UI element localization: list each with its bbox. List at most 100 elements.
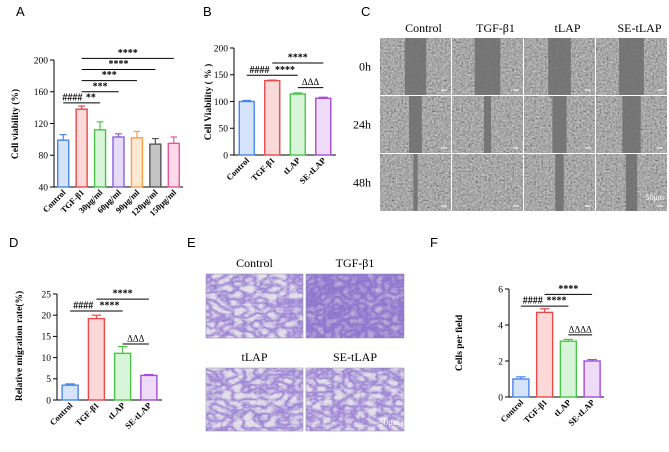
category-label: TGF-β1 [521, 397, 549, 425]
wound-gap [622, 96, 641, 153]
row-label: 0h [359, 60, 371, 74]
bar [87, 317, 106, 401]
category-label: tLAP [552, 397, 573, 418]
bar [75, 108, 88, 188]
panel-label-b: B [203, 4, 212, 19]
wound-gap [483, 96, 492, 153]
transwell-cells [306, 274, 404, 338]
panel-label-e: E [187, 235, 196, 250]
significance-label: **** [113, 289, 133, 300]
significance-label: **** [275, 65, 295, 76]
significance-label: **** [558, 284, 578, 295]
wound-gap [548, 38, 571, 95]
bar [289, 93, 306, 156]
bar [140, 374, 158, 401]
bar [167, 142, 180, 188]
micrograph-texture [452, 154, 523, 211]
image-border [205, 367, 304, 432]
image-border [205, 273, 304, 339]
significance-label: #### [250, 65, 270, 76]
category-label: Control [224, 155, 251, 182]
significance-label: #### [62, 92, 82, 103]
significance-label: **** [288, 52, 308, 63]
wound-gap [555, 154, 564, 211]
image-border [305, 273, 405, 339]
bar [130, 137, 144, 188]
y-tick-label: 0 [498, 393, 503, 403]
significance-label: **** [118, 48, 138, 59]
row-label: 48h [353, 176, 371, 190]
category-label: tLAP [281, 155, 302, 176]
wound-gap [413, 154, 418, 211]
transwell-panel: Control TGF-β1 tLAP SE-tLAP 50μm [205, 256, 405, 432]
category-label: tLAP [106, 400, 127, 421]
category-label: SE-tLAP [566, 397, 596, 427]
panel-label-c: C [361, 4, 370, 19]
bar [61, 384, 79, 401]
significance-label: **** [109, 59, 129, 70]
significance-label: #### [523, 296, 543, 307]
significance-label: *** [93, 81, 108, 92]
column-header: SE-tLAP [617, 21, 661, 35]
y-tick-label: 25 [42, 290, 52, 300]
transwell-cells [206, 368, 303, 431]
y-tick-label: 15 [42, 333, 52, 343]
y-axis-label: Cell viability (%) [10, 89, 21, 159]
bar [559, 340, 578, 398]
column-header: Control [405, 21, 442, 35]
wound-gap [404, 38, 427, 95]
category-label: SE-tLAP [297, 155, 327, 185]
column-header: tLAP [554, 21, 580, 35]
y-tick-label: 80 [39, 152, 49, 162]
wound-gap [619, 38, 644, 95]
transwell-cells [306, 368, 404, 431]
y-tick-label: 0 [46, 396, 51, 406]
category-label: Control [48, 400, 75, 427]
wound-gap [625, 154, 638, 211]
bar [57, 139, 70, 188]
y-axis-label: Relative migration rate(%) [14, 291, 25, 401]
significance-label: ΔΔΔ [127, 334, 145, 344]
y-tick-label: 200 [34, 56, 49, 66]
image-border [305, 367, 405, 432]
category-label: SE-tLAP [123, 400, 153, 430]
y-tick-label: 160 [34, 88, 49, 98]
transwell-cells [206, 274, 303, 338]
bar [535, 311, 554, 398]
y-tick-label: 0 [223, 151, 228, 161]
image-label: Control [236, 256, 273, 270]
significance-label: *** [102, 70, 117, 81]
y-tick-label: 120 [34, 120, 49, 130]
bar [512, 378, 530, 398]
significance-label: **** [100, 300, 120, 311]
image-label: SE-tLAP [333, 350, 377, 364]
significance-label: **** [547, 296, 567, 307]
bar [264, 79, 281, 156]
significance-label: ** [86, 92, 96, 103]
panel-label-f: F [430, 235, 438, 250]
chart-d: 0 5 10 15 20 25 Relative migration rate(%) Cont… [14, 289, 162, 431]
row-label: 24h [353, 118, 371, 132]
panel-label-d: D [9, 235, 18, 250]
bar [238, 100, 255, 156]
scale-bar-label: 50μm [379, 417, 400, 427]
column-header: TGF-β1 [476, 21, 515, 35]
panel-labels: A B C D E F [9, 4, 438, 250]
bar [149, 143, 162, 188]
wound-healing-panel: Control TGF-β1 tLAP SE-tLAP 0h 24h 48h 50μm [353, 21, 667, 211]
scale-bar-label: 50μm [645, 193, 664, 202]
image-label: tLAP [241, 350, 267, 364]
y-axis-label: Cells per field [455, 314, 465, 371]
bar [93, 129, 107, 188]
category-label: TGF-β1 [73, 400, 101, 428]
y-tick-label: 40 [39, 183, 49, 193]
y-tick-label: 10 [42, 354, 52, 364]
y-tick-label: 100 [214, 98, 229, 108]
y-tick-label: 2 [498, 357, 503, 367]
y-tick-label: 5 [46, 375, 51, 385]
category-label: TGF-β1 [249, 155, 277, 183]
